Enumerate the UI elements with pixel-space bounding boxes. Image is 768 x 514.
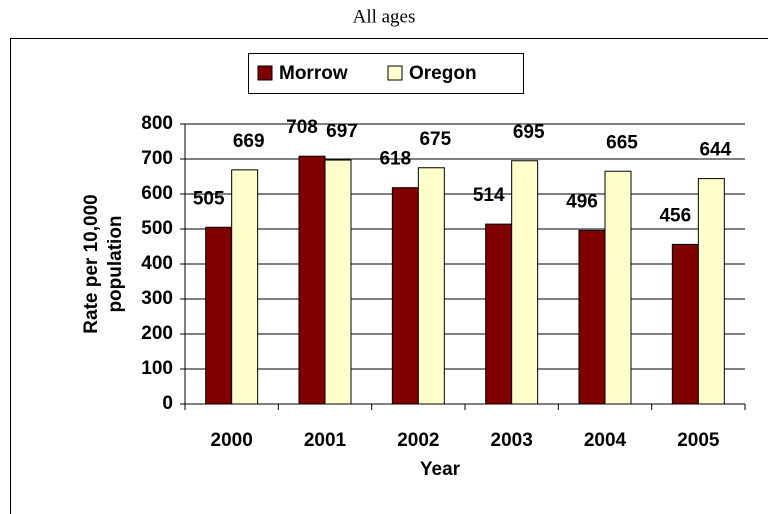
chart-title: All ages (353, 6, 416, 27)
bar (604, 170, 632, 405)
legend-swatch (387, 65, 403, 81)
data-label: 514 (473, 185, 505, 206)
bar (298, 155, 326, 405)
y-tick-label: 500 (141, 218, 173, 239)
data-label: 618 (379, 149, 411, 170)
chart-frame (10, 38, 768, 514)
bar (578, 229, 606, 405)
data-label: 644 (699, 140, 731, 161)
bar (697, 178, 725, 405)
y-tick-label: 300 (141, 288, 173, 309)
data-label: 708 (286, 117, 318, 138)
y-axis-title: population (105, 215, 126, 312)
legend-label: Morrow (279, 63, 348, 84)
legend-swatch (257, 65, 273, 81)
x-tick-label: 2002 (397, 430, 439, 451)
data-label: 697 (326, 121, 358, 142)
x-tick-label: 2001 (304, 430, 347, 451)
y-tick-label: 100 (141, 358, 173, 379)
data-label: 496 (566, 191, 598, 212)
y-tick-label: 0 (162, 393, 173, 414)
bar (511, 160, 539, 405)
legend-label: Oregon (409, 63, 477, 84)
legend-box (248, 53, 524, 94)
y-tick-label: 400 (141, 253, 173, 274)
bar (231, 169, 259, 405)
bar (324, 159, 352, 405)
data-label: 505 (193, 188, 225, 209)
data-label: 669 (233, 131, 265, 152)
data-label: 675 (419, 129, 451, 150)
bar (671, 243, 699, 405)
data-label: 695 (513, 122, 545, 143)
bar (205, 226, 233, 405)
y-tick-label: 600 (141, 183, 173, 204)
bar (417, 167, 445, 405)
y-axis-title: Rate per 10,000 (81, 194, 102, 333)
y-tick-label: 800 (141, 113, 173, 134)
x-axis-title: Year (420, 459, 461, 480)
x-tick-label: 2003 (491, 430, 533, 451)
y-tick-label: 200 (141, 323, 173, 344)
y-tick-label: 700 (141, 148, 173, 169)
bar (485, 223, 513, 405)
data-label: 665 (606, 132, 638, 153)
x-tick-label: 2004 (584, 430, 627, 451)
x-tick-label: 2000 (211, 430, 253, 451)
bar (391, 187, 419, 405)
data-label: 456 (659, 205, 691, 226)
x-tick-label: 2005 (677, 430, 720, 451)
